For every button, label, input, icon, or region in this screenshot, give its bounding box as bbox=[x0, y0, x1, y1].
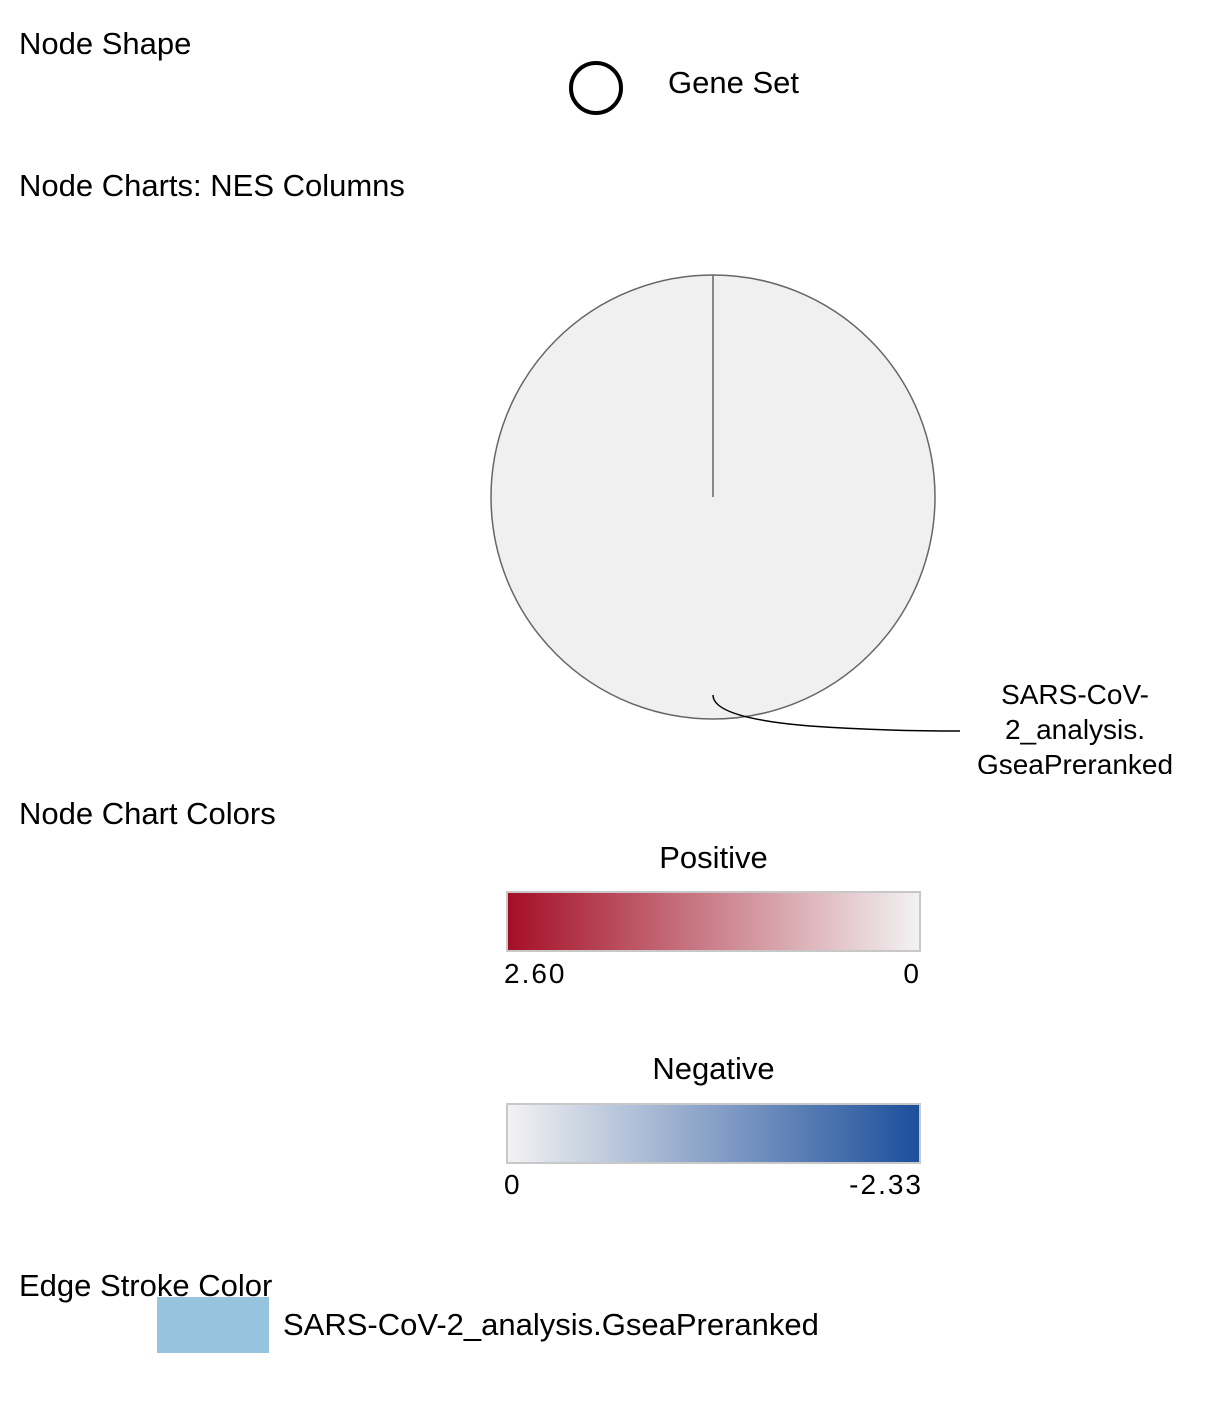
pie-slice-label-line: GseaPreranked bbox=[976, 749, 1174, 774]
positive-max-label: 2.60 bbox=[504, 958, 567, 989]
pie-slice-label: SARS-CoV- 2_analysis. GseaPreranked bbox=[950, 677, 1200, 774]
pie-slice-label-line: 2_analysis. bbox=[1004, 714, 1146, 745]
positive-legend-title: Positive bbox=[659, 840, 768, 875]
label-leader-line bbox=[712, 694, 961, 732]
node-charts-title: Node Charts: NES Columns bbox=[19, 168, 405, 203]
circle-outline-icon bbox=[569, 61, 623, 115]
negative-gradient-bar bbox=[506, 1103, 921, 1164]
negative-legend-title: Negative bbox=[652, 1051, 775, 1086]
negative-min-label: 0 bbox=[504, 1169, 522, 1200]
negative-max-label: -2.33 bbox=[849, 1169, 923, 1200]
node-chart-diagram bbox=[490, 274, 961, 732]
pie-slice-label-line: SARS-CoV- bbox=[1001, 679, 1149, 710]
node-shape-title: Node Shape bbox=[19, 26, 192, 61]
positive-gradient-bar bbox=[506, 891, 921, 952]
node-shape-label: Gene Set bbox=[668, 65, 799, 100]
edge-color-swatch bbox=[157, 1297, 269, 1353]
node-chart-colors-title: Node Chart Colors bbox=[19, 796, 276, 831]
positive-min-label: 0 bbox=[903, 958, 921, 989]
edge-color-label: SARS-CoV-2_analysis.GseaPreranked bbox=[283, 1307, 819, 1342]
